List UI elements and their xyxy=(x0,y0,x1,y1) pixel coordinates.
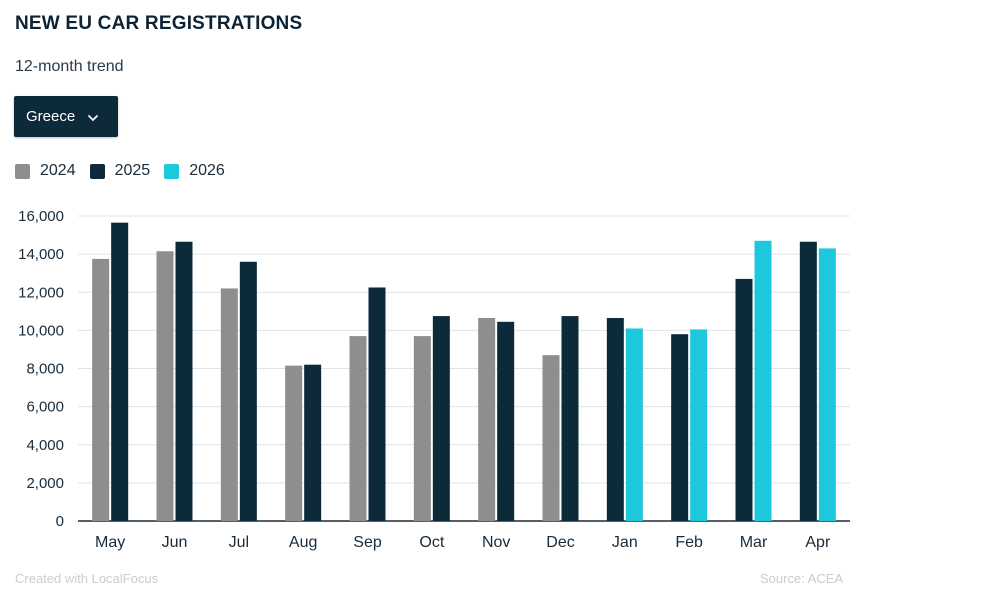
legend-item-2024[interactable]: 2024 xyxy=(15,162,76,180)
y-tick-label: 14,000 xyxy=(18,246,64,263)
bar-2024 xyxy=(156,251,174,521)
x-tick-label: Oct xyxy=(419,534,444,551)
bar-2025 xyxy=(111,222,129,521)
legend-label: 2025 xyxy=(114,162,151,179)
bar-2024 xyxy=(478,317,496,521)
bar-2026 xyxy=(818,248,836,521)
footer-source: Source: ACEA xyxy=(760,571,844,586)
bar-2025 xyxy=(735,278,753,521)
x-tick-label: Jan xyxy=(612,534,638,551)
bar-2025 xyxy=(304,364,322,521)
y-tick-label: 8,000 xyxy=(26,361,64,378)
bar-2025 xyxy=(368,287,386,521)
bar-2025 xyxy=(671,334,689,521)
x-tick-label: Nov xyxy=(482,534,510,551)
legend-item-2026[interactable]: 2026 xyxy=(164,162,225,180)
y-tick-label: 0 xyxy=(56,513,64,530)
y-tick-label: 2,000 xyxy=(26,475,64,492)
bar-2024 xyxy=(92,258,110,521)
x-tick-label: Feb xyxy=(675,534,703,551)
x-tick-label: May xyxy=(95,534,125,551)
y-tick-label: 10,000 xyxy=(18,322,64,339)
x-tick-label: Jul xyxy=(229,534,249,551)
x-tick-label: Sep xyxy=(353,534,382,551)
legend-swatch xyxy=(89,163,105,179)
y-tick-label: 6,000 xyxy=(26,399,64,416)
bar-chart: 0 2,000 4,000 6,000 8,000 10,000 12,000 14,000 1… xyxy=(18,208,850,551)
x-tick-label: Jun xyxy=(162,534,188,551)
country-dropdown[interactable]: Greece xyxy=(14,96,118,137)
chart-legend: 2024 2025 2026 xyxy=(15,162,239,180)
bar-2025 xyxy=(239,261,257,521)
bar-2024 xyxy=(220,288,238,521)
bar-2025 xyxy=(799,241,817,521)
y-tick-label: 12,000 xyxy=(18,284,64,301)
footer-credit[interactable]: Created with LocalFocus xyxy=(15,571,159,586)
x-tick-label: Aug xyxy=(289,534,317,551)
bar-2025 xyxy=(606,317,624,521)
bar-2024 xyxy=(413,336,431,521)
bar-2024 xyxy=(285,365,303,521)
legend-swatch xyxy=(164,163,180,179)
chart-subtitle: 12-month trend xyxy=(15,58,124,75)
chart-title: NEW EU CAR REGISTRATIONS xyxy=(15,13,303,34)
country-dropdown-value: Greece xyxy=(26,108,76,125)
x-tick-label: Apr xyxy=(805,534,831,551)
bar-2025 xyxy=(175,241,193,521)
bar-2025 xyxy=(432,316,450,521)
legend-label: 2026 xyxy=(189,162,225,179)
x-tick-label: Dec xyxy=(546,534,574,551)
bar-2024 xyxy=(542,355,560,521)
chevron-down-icon xyxy=(87,111,99,123)
legend-label: 2024 xyxy=(40,162,76,179)
legend-item-2025[interactable]: 2025 xyxy=(89,162,151,180)
x-tick-label: Mar xyxy=(740,534,768,551)
bar-2025 xyxy=(561,316,579,521)
bar-2026 xyxy=(625,328,643,521)
bar-2026 xyxy=(754,240,772,521)
y-tick-label: 4,000 xyxy=(26,437,64,454)
y-tick-label: 16,000 xyxy=(18,208,64,225)
bar-2024 xyxy=(349,336,367,521)
legend-swatch xyxy=(15,163,30,179)
bar-2025 xyxy=(497,321,515,521)
bar-2026 xyxy=(690,329,708,521)
